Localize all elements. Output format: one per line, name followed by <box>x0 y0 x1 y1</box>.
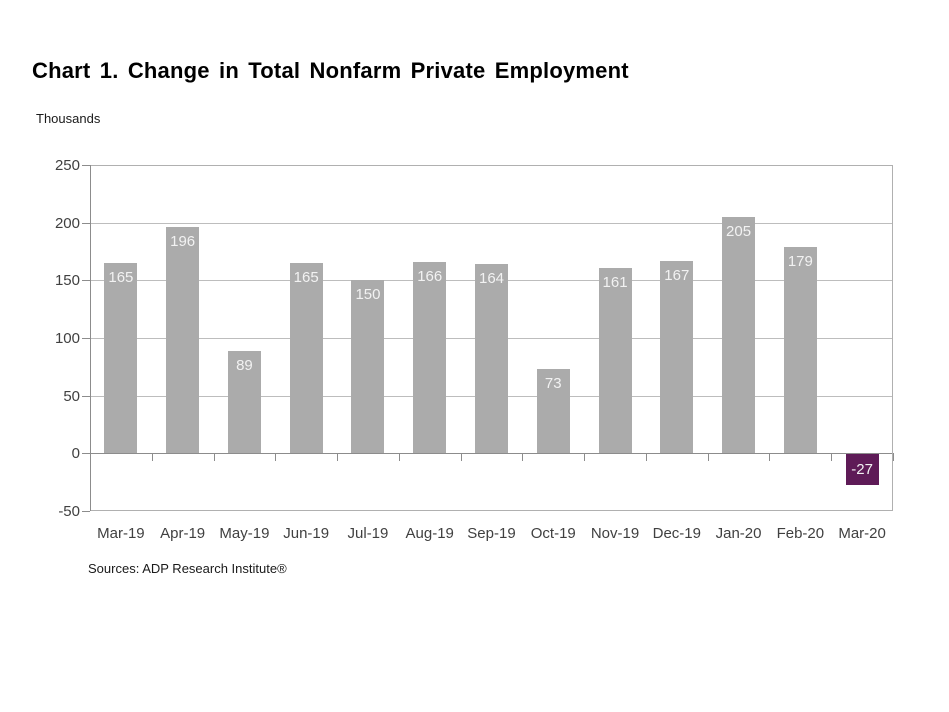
y-axis-tick <box>82 165 90 166</box>
bar-value-label: 89 <box>236 356 253 374</box>
x-tick-label: Apr-19 <box>160 525 206 542</box>
x-tick-label: Oct-19 <box>530 525 576 542</box>
bar <box>598 267 632 454</box>
x-axis-tick <box>769 453 771 462</box>
source-note: Sources: ADP Research Institute® <box>88 561 287 576</box>
y-tick-label: 50 <box>63 387 80 405</box>
y-tick-label: -50 <box>58 503 80 520</box>
x-tick-label: Sep-19 <box>467 525 516 542</box>
bar-value-label: 205 <box>726 222 752 240</box>
bar <box>660 260 694 454</box>
x-tick-label: Nov-19 <box>590 525 640 542</box>
bar-value-label: -27 <box>851 461 873 479</box>
bar-value-label: 166 <box>417 267 443 285</box>
bar-value-label: 161 <box>602 273 628 291</box>
bar <box>104 263 138 454</box>
y-axis-tick <box>82 511 90 512</box>
bar <box>227 350 261 454</box>
x-axis-tick <box>213 453 215 462</box>
x-tick-label: Jul-19 <box>347 525 389 542</box>
x-tick-label: Mar-20 <box>838 525 886 542</box>
x-axis-tick <box>275 453 277 462</box>
x-axis-tick <box>522 453 524 462</box>
x-tick-label: Jan-20 <box>715 525 762 542</box>
y-tick-label: 150 <box>54 272 80 290</box>
x-axis-tick <box>645 453 647 462</box>
y-axis-tick <box>82 453 90 455</box>
bar-value-label: 164 <box>478 270 505 288</box>
bar-value-label: 165 <box>293 269 319 287</box>
x-axis-tick <box>151 453 153 462</box>
bar-value-label: 167 <box>664 266 690 284</box>
x-axis-tick <box>398 453 400 462</box>
x-axis-tick <box>707 453 709 462</box>
x-axis-tick <box>831 453 833 462</box>
y-axis-line <box>90 165 91 511</box>
bar-value-label: 165 <box>108 269 134 287</box>
bar-value-label: 150 <box>355 286 381 304</box>
y-tick-label: 100 <box>54 330 80 347</box>
y-axis-units-label: Thousands <box>36 111 101 126</box>
x-tick-label: May-19 <box>219 525 270 542</box>
y-axis-tick <box>82 338 90 339</box>
bar <box>783 246 817 454</box>
bar <box>351 280 385 454</box>
x-axis-tick <box>90 453 91 462</box>
bar <box>413 261 447 454</box>
zero-gridline <box>91 453 892 455</box>
bar-value-label: 73 <box>544 375 562 393</box>
y-axis-tick <box>82 395 90 397</box>
x-tick-label: Mar-19 <box>97 525 145 542</box>
x-tick-label: Feb-20 <box>776 525 825 542</box>
gridline <box>91 222 892 224</box>
bar-value-label: 179 <box>787 252 813 270</box>
bar <box>722 216 756 454</box>
bar <box>536 369 570 454</box>
x-axis-tick <box>893 453 894 462</box>
x-axis-tick <box>584 453 586 462</box>
bar <box>845 454 879 486</box>
x-tick-label: Aug-19 <box>405 525 454 542</box>
y-axis-tick <box>82 280 90 282</box>
bar <box>166 227 200 454</box>
x-tick-label: Jun-19 <box>283 525 330 542</box>
y-axis-tick <box>82 222 90 224</box>
chart-title: Chart 1. Change in Total Nonfarm Private… <box>32 58 629 83</box>
y-tick-label: 250 <box>54 157 80 174</box>
bar <box>475 264 508 454</box>
y-tick-label: 200 <box>54 214 80 232</box>
x-axis-tick <box>337 453 339 462</box>
bar-value-label: 196 <box>170 233 196 251</box>
x-axis-tick <box>460 453 462 462</box>
x-tick-label: Dec-19 <box>652 525 701 542</box>
y-tick-label: 0 <box>71 445 80 463</box>
bar <box>289 263 323 454</box>
